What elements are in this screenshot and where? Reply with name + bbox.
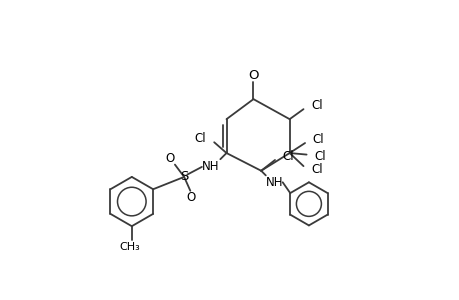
Text: NH: NH bbox=[266, 176, 283, 189]
Text: Cl: Cl bbox=[311, 164, 322, 176]
Text: S: S bbox=[179, 170, 188, 183]
Text: Cl: Cl bbox=[312, 133, 324, 146]
Text: NH: NH bbox=[201, 160, 218, 173]
Text: Cl: Cl bbox=[282, 150, 294, 163]
Text: O: O bbox=[248, 69, 258, 82]
Text: Cl: Cl bbox=[311, 99, 322, 112]
Text: O: O bbox=[186, 191, 195, 204]
Text: CH₃: CH₃ bbox=[119, 242, 140, 252]
Text: Cl: Cl bbox=[313, 150, 325, 164]
Text: Cl: Cl bbox=[195, 132, 206, 145]
Text: O: O bbox=[164, 152, 174, 165]
